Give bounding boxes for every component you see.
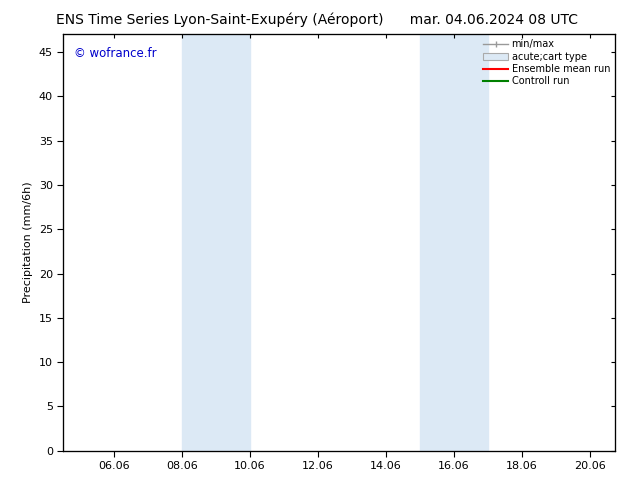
Text: ENS Time Series Lyon-Saint-Exupéry (Aéroport)      mar. 04.06.2024 08 UTC: ENS Time Series Lyon-Saint-Exupéry (Aéro… <box>56 12 578 27</box>
Legend: min/max, acute;cart type, Ensemble mean run, Controll run: min/max, acute;cart type, Ensemble mean … <box>481 37 612 88</box>
Y-axis label: Precipitation (mm/6h): Precipitation (mm/6h) <box>23 182 34 303</box>
Text: © wofrance.fr: © wofrance.fr <box>74 47 157 60</box>
Bar <box>182 34 250 451</box>
Bar <box>420 34 488 451</box>
